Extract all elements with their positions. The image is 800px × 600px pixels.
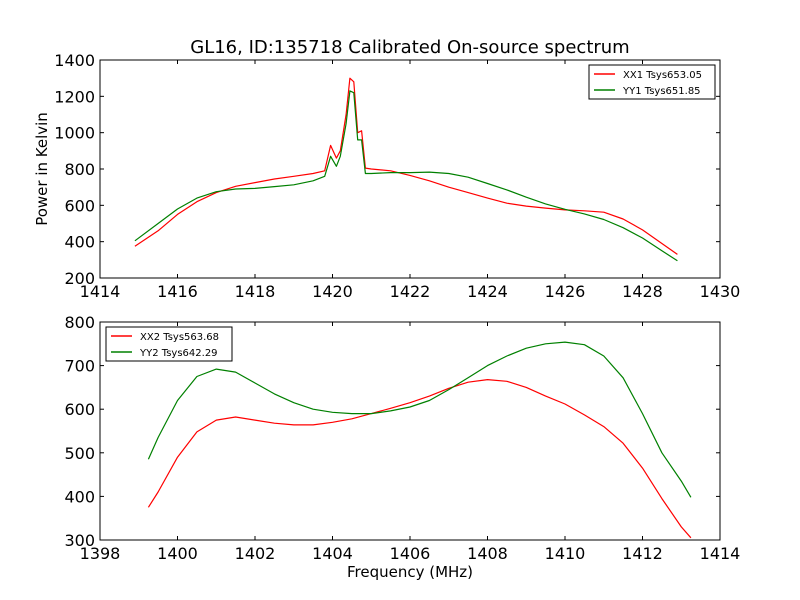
x-tick-label: 1414 xyxy=(80,282,121,301)
legend-frame xyxy=(105,326,233,362)
series-line-2 xyxy=(147,341,692,498)
x-tick-label: 1416 xyxy=(157,282,198,301)
x-tick-label: 1430 xyxy=(700,282,741,301)
top-subplot: 1414 1416 1418 1420 1422 1424 1426 1428 1430 200 4… xyxy=(33,51,740,301)
x-tick-label: 1408 xyxy=(467,544,508,563)
y-tick-label: 1000 xyxy=(54,124,95,143)
y-tick-label: 800 xyxy=(64,160,95,179)
x-tick-label: 1404 xyxy=(312,544,353,563)
bottom-subplot: 1398 1400 1402 1404 1406 1408 1410 1412 1414 300 4… xyxy=(64,313,740,581)
y-tick-label: 600 xyxy=(64,400,95,419)
y-tick-label: 800 xyxy=(64,313,95,332)
x-tick-label: 1406 xyxy=(390,544,431,563)
series-line-1 xyxy=(134,77,678,255)
x-tick-label: 1410 xyxy=(545,544,586,563)
y-tick-label: 600 xyxy=(64,196,95,215)
x-tick-label: 1422 xyxy=(390,282,431,301)
series-group xyxy=(134,77,678,262)
series-line-2 xyxy=(134,90,678,262)
legend-label-2: YY2 Tsys642.29 xyxy=(139,348,218,359)
x-tick-label: 1424 xyxy=(467,282,508,301)
x-tick-label: 1428 xyxy=(622,282,663,301)
x-axis-label: Frequency (MHz) xyxy=(347,563,473,581)
x-tick-label: 1418 xyxy=(235,282,276,301)
x-tick-label: 1402 xyxy=(235,544,276,563)
series-group xyxy=(147,341,692,539)
y-tick-label: 400 xyxy=(64,233,95,252)
x-tick-label: 1400 xyxy=(157,544,198,563)
y-tick-label: 700 xyxy=(64,357,95,376)
y-tick-label: 400 xyxy=(64,487,95,506)
legend-label-1: XX2 Tsys563.68 xyxy=(140,332,219,343)
x-tick-label: 1398 xyxy=(80,544,121,563)
y-tick-label: 200 xyxy=(64,269,95,288)
y-tick-label: 500 xyxy=(64,444,95,463)
legend-frame xyxy=(588,64,716,100)
legend-label-1: XX1 Tsys653.05 xyxy=(623,70,702,81)
x-tick-label: 1414 xyxy=(700,544,741,563)
y-axis-label: Power in Kelvin xyxy=(33,112,51,226)
legend: XX1 Tsys653.05 YY1 Tsys651.85 xyxy=(588,64,716,100)
series-line-1 xyxy=(147,379,692,539)
figure-title: GL16, ID:135718 Calibrated On-source spe… xyxy=(190,37,629,58)
legend-label-2: YY1 Tsys651.85 xyxy=(622,86,701,97)
y-tick-label: 300 xyxy=(64,531,95,550)
x-tick-label: 1426 xyxy=(545,282,586,301)
legend: XX2 Tsys563.68 YY2 Tsys642.29 xyxy=(105,326,233,362)
x-tick-label: 1420 xyxy=(312,282,353,301)
x-tick-label: 1412 xyxy=(622,544,663,563)
y-tick-label: 1200 xyxy=(54,87,95,106)
y-tick-label: 1400 xyxy=(54,51,95,70)
